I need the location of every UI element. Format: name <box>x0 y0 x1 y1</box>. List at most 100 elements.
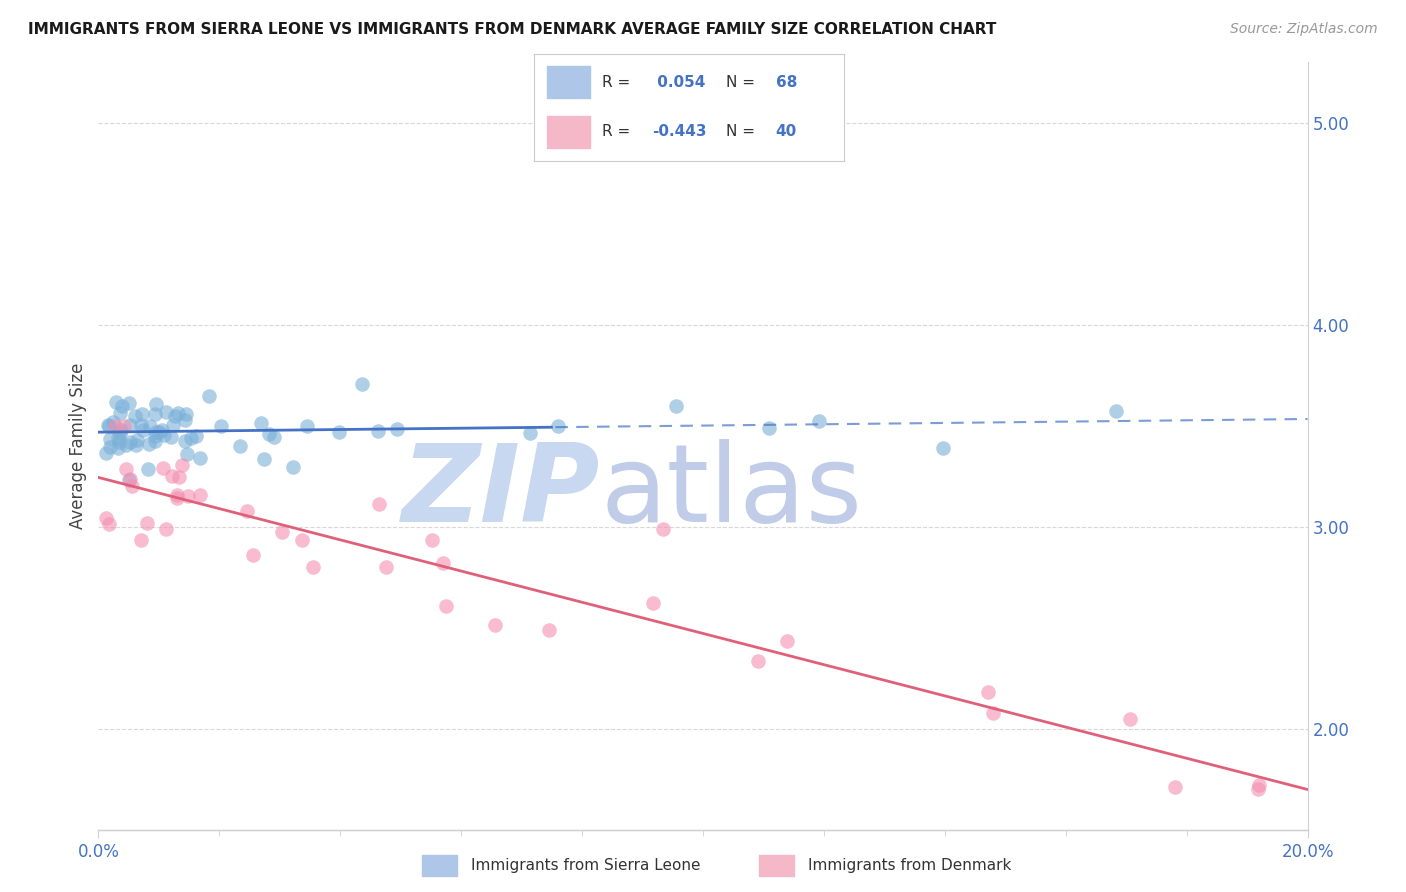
Point <box>295 418 318 433</box>
Point <box>143 407 166 421</box>
Point <box>96 511 118 525</box>
Point <box>108 426 131 441</box>
Point <box>120 434 142 449</box>
Point <box>174 407 197 421</box>
FancyBboxPatch shape <box>547 116 591 148</box>
Text: -0.443: -0.443 <box>652 124 706 139</box>
Point <box>97 418 120 433</box>
Point <box>98 441 121 455</box>
Point <box>145 397 167 411</box>
Point <box>107 431 129 445</box>
Text: 68: 68 <box>776 75 797 90</box>
Point <box>367 424 389 438</box>
Text: N =: N = <box>725 75 759 90</box>
Point <box>166 491 188 505</box>
Text: ZIP: ZIP <box>402 439 600 545</box>
Point <box>108 406 131 420</box>
Point <box>131 407 153 421</box>
Text: IMMIGRANTS FROM SIERRA LEONE VS IMMIGRANTS FROM DENMARK AVERAGE FAMILY SIZE CORR: IMMIGRANTS FROM SIERRA LEONE VS IMMIGRAN… <box>28 22 997 37</box>
Point <box>198 389 221 403</box>
Y-axis label: Average Family Size: Average Family Size <box>69 363 87 529</box>
Point <box>172 458 194 473</box>
Point <box>253 451 276 466</box>
Point <box>118 473 141 487</box>
Point <box>131 533 153 548</box>
Point <box>125 438 148 452</box>
Point <box>758 421 780 435</box>
Point <box>302 560 325 574</box>
Point <box>120 472 142 486</box>
Point <box>100 433 122 447</box>
Point <box>484 617 506 632</box>
Point <box>167 469 190 483</box>
Point <box>236 504 259 518</box>
Point <box>180 431 202 445</box>
Point <box>160 430 183 444</box>
Point <box>387 422 409 436</box>
Point <box>155 522 177 536</box>
Point <box>139 419 162 434</box>
Point <box>124 409 146 424</box>
Point <box>176 447 198 461</box>
Point <box>328 425 350 439</box>
FancyBboxPatch shape <box>547 66 591 98</box>
Point <box>932 442 955 456</box>
Text: atlas: atlas <box>600 439 862 545</box>
Point <box>283 460 305 475</box>
Point <box>547 418 569 433</box>
Point <box>153 428 176 442</box>
Point <box>643 596 665 610</box>
Point <box>155 405 177 419</box>
Text: N =: N = <box>725 124 759 139</box>
Point <box>263 430 285 444</box>
Point <box>129 417 152 432</box>
FancyBboxPatch shape <box>422 855 457 876</box>
Point <box>110 423 132 437</box>
Point <box>537 624 560 638</box>
Point <box>1164 780 1187 794</box>
Point <box>1247 782 1270 797</box>
Point <box>1104 403 1126 417</box>
Point <box>148 425 170 439</box>
Point <box>229 439 252 453</box>
Point <box>375 560 398 574</box>
Point <box>138 437 160 451</box>
Point <box>291 533 314 548</box>
Point <box>1119 712 1142 726</box>
Point <box>977 685 1000 699</box>
Point <box>163 409 186 424</box>
Point <box>808 414 831 428</box>
Point <box>98 517 121 532</box>
Point <box>162 418 184 433</box>
Point <box>174 413 197 427</box>
Point <box>184 429 207 443</box>
Text: R =: R = <box>602 75 636 90</box>
Point <box>121 478 143 492</box>
Point <box>98 418 121 433</box>
Text: Immigrants from Sierra Leone: Immigrants from Sierra Leone <box>471 858 700 872</box>
Text: Source: ZipAtlas.com: Source: ZipAtlas.com <box>1230 22 1378 37</box>
Text: Immigrants from Denmark: Immigrants from Denmark <box>808 858 1012 872</box>
Point <box>434 599 457 613</box>
Point <box>350 376 373 391</box>
Point <box>107 441 129 455</box>
Point <box>135 516 157 531</box>
Point <box>190 488 212 502</box>
Point <box>173 434 195 448</box>
Point <box>115 462 138 476</box>
Point <box>125 433 148 447</box>
Point <box>166 488 188 502</box>
Point <box>177 489 200 503</box>
Point <box>519 425 541 440</box>
Point <box>152 460 174 475</box>
Point <box>665 400 688 414</box>
Point <box>432 556 454 570</box>
Point <box>162 469 184 483</box>
Point <box>114 418 136 433</box>
Point <box>1249 778 1271 792</box>
Text: 0.054: 0.054 <box>652 75 706 90</box>
Point <box>242 548 264 562</box>
Point <box>209 419 232 434</box>
Point <box>115 438 138 452</box>
Point <box>250 417 273 431</box>
